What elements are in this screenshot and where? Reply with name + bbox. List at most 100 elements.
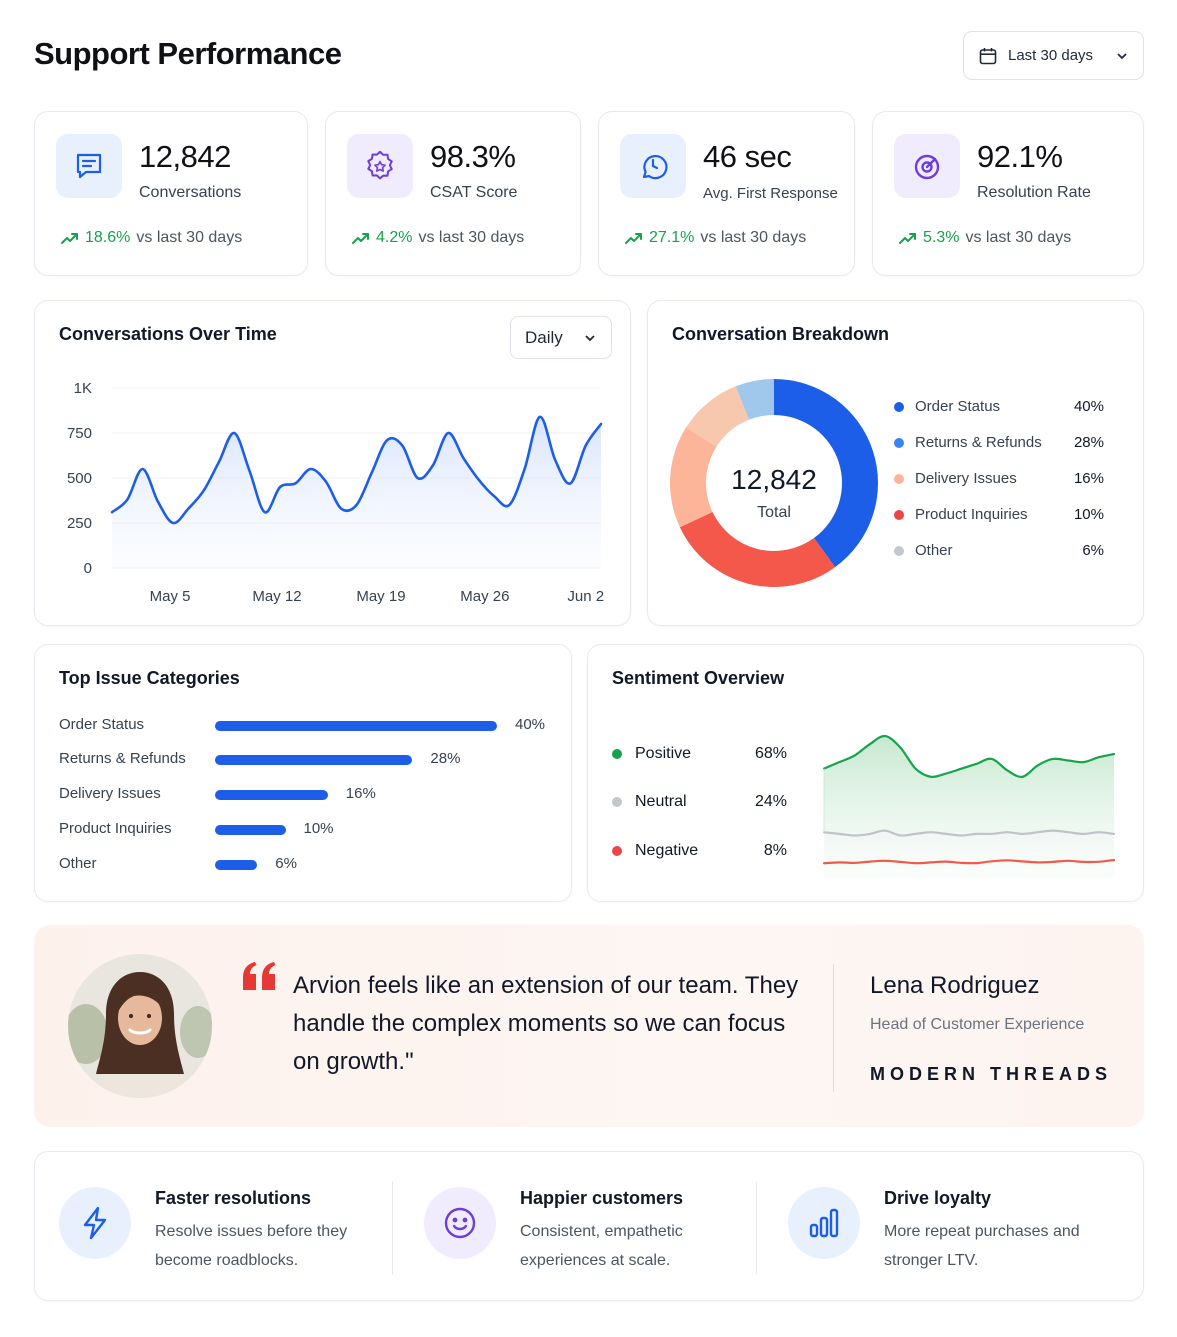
legend-pct: 40% bbox=[1073, 398, 1104, 415]
quote-icon bbox=[243, 962, 276, 990]
kpi-delta-pct: 5.3% bbox=[923, 229, 960, 246]
legend-dot bbox=[612, 797, 622, 807]
kpi-card-conversations: 12,842 Conversations 18.6% vs last 30 da… bbox=[34, 111, 308, 276]
issue-label: Order Status bbox=[59, 716, 145, 733]
company-logo-text: MODERN THREADS bbox=[870, 1064, 1113, 1084]
issue-bar bbox=[215, 860, 258, 870]
issue-label: Product Inquiries bbox=[59, 820, 172, 837]
kpi-delta: 18.6% vs last 30 days bbox=[61, 229, 242, 247]
testimonial-divider bbox=[833, 964, 834, 1092]
feature-description: Resolve issues before they become roadbl… bbox=[155, 1223, 348, 1269]
kpi-value: 98.3% bbox=[430, 139, 516, 174]
sentiment-legend-item: Neutral 24% bbox=[612, 793, 787, 811]
legend-item: Order Status 40% bbox=[894, 398, 1104, 415]
issue-row: Order Status 40% bbox=[59, 716, 579, 736]
kpi-card-first-response: 46 sec Avg. First Response 27.1% vs last… bbox=[598, 111, 855, 276]
kpi-delta-pct: 18.6% bbox=[85, 229, 131, 246]
kpi-delta-pct: 4.2% bbox=[376, 229, 413, 246]
sentiment-label: Negative bbox=[635, 842, 699, 859]
granularity-label: Daily bbox=[525, 327, 563, 347]
issue-label: Returns & Refunds bbox=[59, 750, 186, 767]
clock-chat-icon bbox=[620, 134, 686, 198]
kpi-label: CSAT Score bbox=[430, 184, 518, 201]
chevron-down-icon bbox=[1117, 52, 1127, 59]
issue-row: Delivery Issues 16% bbox=[59, 785, 579, 805]
trend-up-icon bbox=[899, 233, 916, 244]
feature-description: Consistent, empathetic experiences at sc… bbox=[520, 1223, 683, 1269]
sentiment-area-chart bbox=[822, 734, 1116, 878]
feature-happier-customers: Happier customers Consistent, empathetic… bbox=[400, 1152, 740, 1302]
legend-dot bbox=[612, 749, 622, 759]
y-tick-label: 0 bbox=[84, 560, 92, 577]
donut-center-label: Total bbox=[757, 504, 791, 521]
feature-faster-resolutions: Faster resolutions Resolve issues before… bbox=[35, 1152, 375, 1302]
donut-slice bbox=[679, 511, 836, 587]
kpi-delta-suffix: vs last 30 days bbox=[418, 229, 525, 246]
feature-description: More repeat purchases and stronger LTV. bbox=[884, 1223, 1080, 1269]
y-tick-label: 250 bbox=[67, 515, 92, 532]
kpi-label: Conversations bbox=[139, 184, 242, 201]
legend-item: Other 6% bbox=[894, 542, 1104, 559]
sentiment-pct: 8% bbox=[763, 842, 787, 859]
y-tick-label: 750 bbox=[67, 425, 92, 442]
legend-dot bbox=[894, 437, 904, 448]
feature-title: Happier customers bbox=[520, 1188, 684, 1208]
donut-center-value: 12,842 bbox=[731, 464, 817, 495]
legend-pct: 10% bbox=[1073, 506, 1104, 523]
conversations-line-chart: 0 250 500 750 1K May 5 May 12 May 19 May 26 Jun … bbox=[67, 380, 604, 605]
card-title: Conversations Over Time bbox=[59, 324, 277, 344]
legend-label: Order Status bbox=[915, 398, 1001, 415]
x-tick-label: May 5 bbox=[150, 588, 191, 605]
feature-drive-loyalty: Drive loyalty More repeat purchases and … bbox=[764, 1152, 1104, 1302]
top-issues-card: Top Issue Categories Order Status 40% Ret… bbox=[34, 644, 572, 902]
issue-row: Product Inquiries 10% bbox=[59, 820, 579, 840]
y-tick-label: 500 bbox=[67, 470, 92, 487]
issue-label: Delivery Issues bbox=[59, 785, 161, 802]
trend-up-icon bbox=[352, 233, 369, 244]
legend-item: Delivery Issues 16% bbox=[894, 470, 1104, 487]
issue-row: Other 6% bbox=[59, 855, 579, 875]
date-range-dropdown[interactable]: Last 30 days bbox=[963, 31, 1144, 80]
feature-title: Drive loyalty bbox=[884, 1188, 992, 1208]
page-title: Support Performance bbox=[34, 36, 342, 71]
kpi-card-csat: 98.3% CSAT Score 4.2% vs last 30 days bbox=[325, 111, 581, 276]
kpi-delta: 5.3% vs last 30 days bbox=[899, 229, 1071, 247]
sentiment-legend-item: Positive 68% bbox=[612, 745, 787, 763]
legend-pct: 6% bbox=[1082, 542, 1104, 559]
kpi-value: 92.1% bbox=[977, 139, 1063, 174]
kpi-value: 46 sec bbox=[703, 139, 792, 174]
conversations-area bbox=[112, 416, 601, 568]
sentiment-line-neutral bbox=[822, 829, 1116, 837]
kpi-delta-suffix: vs last 30 days bbox=[700, 229, 807, 246]
testimonial-author-role: Head of Customer Experience bbox=[870, 1016, 1085, 1033]
issue-pct: 6% bbox=[275, 855, 297, 872]
kpi-value: 12,842 bbox=[139, 139, 231, 174]
legend-item: Returns & Refunds 28% bbox=[894, 434, 1104, 451]
target-icon bbox=[894, 134, 960, 198]
issue-label: Other bbox=[59, 855, 97, 872]
donut-slice bbox=[735, 379, 774, 420]
issue-pct: 28% bbox=[430, 750, 461, 767]
sentiment-pct: 68% bbox=[754, 745, 787, 762]
x-tick-label: May 19 bbox=[356, 588, 405, 605]
granularity-dropdown[interactable]: Daily bbox=[510, 316, 612, 359]
issue-bar bbox=[215, 755, 413, 765]
testimonial-quote: Arvion feels like an extension of our te… bbox=[293, 972, 799, 1075]
breakdown-donut-chart: 12,842 Total bbox=[670, 379, 879, 587]
issue-row: Returns & Refunds 28% bbox=[59, 750, 579, 770]
legend-item: Product Inquiries 10% bbox=[894, 506, 1104, 523]
legend-label: Other bbox=[915, 542, 953, 559]
legend-pct: 16% bbox=[1073, 470, 1104, 487]
testimonial-banner: Arvion feels like an extension of our te… bbox=[34, 925, 1144, 1127]
feature-divider bbox=[392, 1182, 393, 1274]
bar-chart-icon bbox=[788, 1187, 860, 1259]
legend-label: Returns & Refunds bbox=[915, 434, 1042, 451]
sentiment-label: Positive bbox=[635, 745, 692, 762]
kpi-delta-suffix: vs last 30 days bbox=[136, 229, 243, 246]
legend-label: Delivery Issues bbox=[915, 470, 1017, 487]
kpi-delta-suffix: vs last 30 days bbox=[965, 229, 1072, 246]
trend-up-icon bbox=[61, 233, 78, 244]
sentiment-pct: 24% bbox=[754, 793, 787, 810]
x-tick-label: May 12 bbox=[252, 588, 301, 605]
issue-bar bbox=[215, 721, 497, 731]
